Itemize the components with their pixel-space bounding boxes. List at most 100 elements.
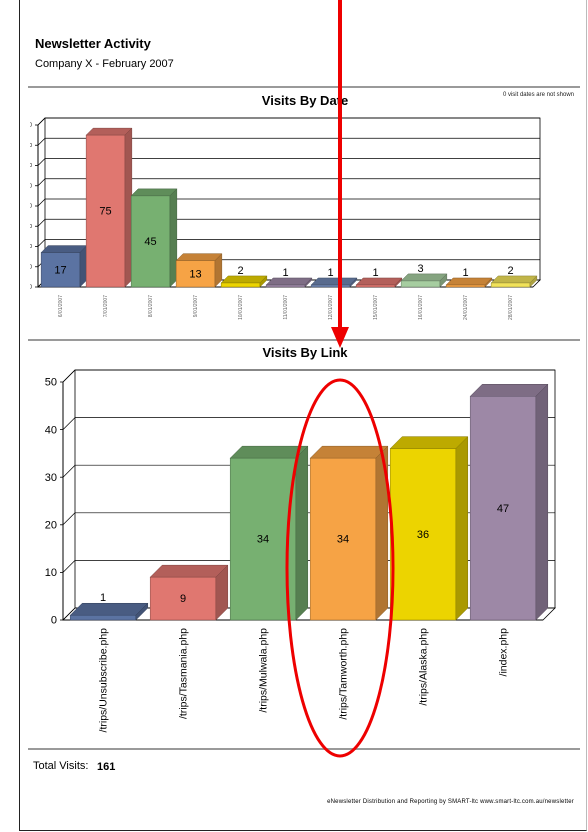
data-label: 17 [54, 264, 66, 276]
bar [130, 195, 171, 288]
bar-top [69, 602, 149, 616]
gridline [62, 607, 76, 621]
y-tick-label: 40 [30, 204, 32, 210]
bar-top [310, 277, 358, 286]
chart-title-visits-by-date: Visits By Date [261, 93, 349, 108]
bar-top [265, 277, 313, 286]
bar-top [389, 436, 469, 449]
bar-side [169, 188, 178, 288]
data-label: 1 [462, 267, 468, 279]
bar-top [149, 564, 229, 578]
visits-by-date-chart: 0 10 20 30 40 50 60 70 80 17 6/01/2007 75 7/01/2007 4… [30, 117, 541, 320]
x-tick-label: 28/01/2007 [508, 295, 514, 320]
y-tick-label: 50 [30, 183, 32, 189]
bar-side [535, 383, 549, 621]
bar [445, 284, 486, 288]
x-tick-label: /trips/Mulwala.php [258, 628, 270, 713]
bar-side [455, 436, 469, 621]
x-tick-label: 11/01/2007 [283, 295, 289, 320]
x-tick-label: 15/01/2007 [373, 295, 379, 320]
bar-top [130, 188, 178, 197]
bar [69, 614, 137, 621]
data-label: 47 [497, 503, 509, 515]
data-label: 34 [337, 534, 349, 546]
x-tick-label: /trips/Alaska.php [418, 628, 430, 706]
y-tick-label: 80 [30, 123, 32, 129]
bar [310, 284, 351, 288]
gridline [37, 219, 46, 227]
x-tick-label: 12/01/2007 [328, 295, 334, 320]
bar-top [490, 275, 538, 284]
chart-title-visits-by-link: Visits By Link [262, 345, 348, 360]
bar-top [400, 273, 448, 282]
y-tick-label: 10 [45, 567, 57, 579]
bar [85, 134, 126, 288]
data-label: 2 [237, 265, 243, 277]
bar-top [175, 253, 223, 261]
bar-top [229, 445, 309, 459]
y-tick-label: 30 [30, 224, 32, 230]
x-tick-label: /trips/Tamworth.php [338, 628, 350, 720]
y-tick-label: 50 [45, 377, 57, 389]
y-tick-label: 60 [30, 163, 32, 169]
x-tick-label: 24/01/2007 [463, 295, 469, 320]
bar [220, 282, 261, 288]
y-tick-label: 70 [30, 143, 32, 149]
y-tick-label: 20 [30, 244, 32, 250]
x-tick-label: 8/01/2007 [148, 295, 154, 317]
y-tick-label: 0 [51, 615, 57, 627]
data-label: 36 [417, 529, 429, 541]
bar-top [309, 445, 389, 459]
bar-top [355, 277, 403, 286]
bar-top [220, 275, 268, 284]
bar [400, 280, 441, 288]
divider [28, 86, 580, 88]
bar [175, 260, 216, 288]
x-tick-label: /index.php [498, 628, 510, 677]
chart-note: 0 visit dates are not shown [502, 92, 574, 98]
data-label: 1 [372, 267, 378, 279]
gridline [62, 464, 76, 478]
data-label: 1 [327, 267, 333, 279]
bar-top [85, 127, 133, 136]
bar-side [295, 445, 309, 621]
report-frame [19, 0, 587, 831]
data-label: 45 [144, 236, 156, 248]
data-label: 34 [257, 534, 269, 546]
data-label: 2 [507, 265, 513, 277]
data-label: 13 [189, 269, 201, 281]
report-title: Newsletter Activity [35, 36, 151, 51]
gridline [62, 417, 76, 430]
y-tick-label: 40 [45, 424, 57, 436]
divider [28, 748, 580, 750]
bar-side [124, 127, 133, 288]
report-subtitle: Company X - February 2007 [35, 58, 174, 70]
bar-side [375, 445, 389, 621]
bar [355, 284, 396, 288]
data-label: 1 [100, 592, 106, 604]
divider [28, 339, 580, 341]
gridline [37, 198, 46, 207]
x-tick-label: /trips/Unsubscribe.php [98, 628, 110, 733]
y-tick-label: 20 [45, 519, 57, 531]
data-label: 1 [282, 267, 288, 279]
x-tick-label: 10/01/2007 [238, 295, 244, 320]
visits-by-link-chart: 0 10 20 30 40 50 1/trips/Unsubscribe.php 9/trip… [45, 369, 556, 733]
x-tick-label: 7/01/2007 [103, 295, 109, 317]
gridline [62, 369, 76, 383]
gridline [37, 239, 46, 247]
y-tick-label: 10 [30, 264, 32, 270]
gridline [37, 138, 46, 146]
x-tick-label: 9/01/2007 [193, 295, 199, 317]
x-tick-label: 6/01/2007 [58, 295, 64, 317]
bar [40, 252, 81, 288]
gridline [62, 512, 76, 526]
bar [490, 282, 531, 288]
bar-top [40, 245, 88, 253]
gridline [62, 560, 76, 573]
gridline [37, 117, 46, 126]
data-label: 9 [180, 593, 186, 605]
bar [229, 457, 297, 621]
total-visits-label: Total Visits: [33, 760, 89, 772]
bar [389, 448, 457, 621]
